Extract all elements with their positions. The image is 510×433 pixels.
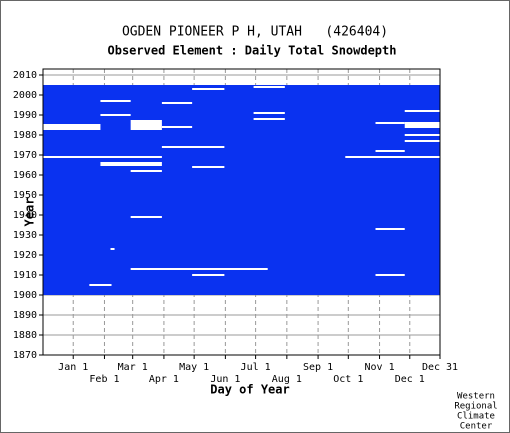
- x-tick-label: Sep 1: [303, 362, 333, 373]
- y-tick-label: 1990: [13, 110, 37, 121]
- chart-title: OGDEN PIONEER P H, UTAH (426404): [122, 25, 388, 40]
- data-gap: [404, 122, 440, 128]
- data-gap: [404, 140, 440, 142]
- data-gap: [130, 170, 162, 172]
- y-tick-label: 1950: [13, 190, 37, 201]
- data-gap: [375, 228, 405, 230]
- data-gap: [89, 284, 112, 286]
- x-tick-label: May 1: [179, 362, 209, 373]
- x-tick-label: Nov 1: [364, 362, 394, 373]
- data-gap: [192, 274, 225, 276]
- data-gap: [161, 126, 193, 128]
- y-tick-label: 2000: [13, 90, 37, 101]
- credit-line: Western: [457, 392, 495, 402]
- y-tick-label: 2010: [13, 70, 37, 81]
- x-tick-label: Jun 1: [210, 374, 240, 385]
- data-gap: [100, 162, 162, 166]
- data-gap: [100, 114, 131, 116]
- x-tick-label: Jan 1: [58, 362, 88, 373]
- data-gap: [404, 110, 440, 112]
- x-tick-label: Apr 1: [149, 374, 179, 385]
- x-tick-label: Dec 31: [422, 362, 458, 373]
- data-gap: [110, 248, 115, 250]
- x-tick-label: Oct 1: [333, 374, 363, 385]
- data-gap: [100, 100, 131, 102]
- data-gap: [345, 156, 440, 158]
- y-tick-label: 1960: [13, 170, 37, 181]
- x-tick-label: Jul 1: [241, 362, 271, 373]
- y-tick-label: 1970: [13, 150, 37, 161]
- y-tick-label: 1930: [13, 230, 37, 241]
- data-gap: [375, 274, 405, 276]
- data-gap: [253, 112, 285, 114]
- data-coverage: [43, 85, 440, 295]
- y-tick-label: 1880: [13, 330, 37, 341]
- data-gap: [192, 88, 225, 90]
- data-gap: [253, 118, 285, 120]
- x-tick-label: Aug 1: [272, 374, 302, 385]
- x-tick-label: Mar 1: [118, 362, 148, 373]
- data-gap: [375, 122, 405, 124]
- y-tick-label: 1890: [13, 310, 37, 321]
- data-gap: [43, 156, 162, 158]
- x-tick-label: Feb 1: [89, 374, 119, 385]
- data-gap: [130, 268, 268, 270]
- x-axis-label: Day of Year: [210, 383, 289, 397]
- data-gap: [253, 86, 285, 88]
- y-axis-label: Year: [23, 198, 37, 227]
- data-gap: [130, 216, 162, 218]
- y-tick-label: 1980: [13, 130, 37, 141]
- data-gap: [192, 166, 225, 168]
- data-gap: [130, 120, 162, 130]
- data-gap: [375, 150, 405, 152]
- y-tick-label: 1910: [13, 270, 37, 281]
- data-gap: [161, 102, 193, 104]
- y-tick-label: 1940: [13, 210, 37, 221]
- y-tick-label: 1870: [13, 350, 37, 361]
- y-tick-label: 1920: [13, 250, 37, 261]
- credit-line: Regional: [454, 402, 497, 412]
- credit-line: Center: [460, 422, 493, 432]
- data-gap: [404, 134, 440, 136]
- chart-subtitle: Observed Element : Daily Total Snowdepth: [108, 44, 397, 58]
- plot-frame: [42, 68, 441, 356]
- data-gap: [43, 124, 101, 130]
- credit-line: Climate: [457, 412, 495, 422]
- y-tick-label: 1900: [13, 290, 37, 301]
- data-gap: [161, 146, 225, 148]
- x-tick-label: Dec 1: [395, 374, 425, 385]
